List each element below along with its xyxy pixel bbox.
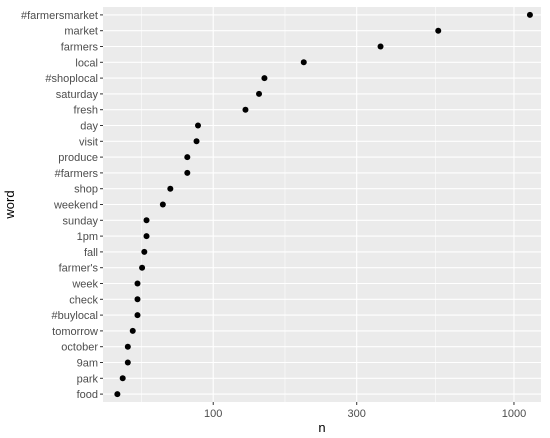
x-axis-ticks: 100 300 1000 [204,402,526,420]
data-point [134,280,141,287]
y-tick-label: farmer's [59,263,99,275]
y-axis-ticks: #farmersmarket market farmers local #shoploc… [21,10,103,401]
y-tick-label: #buylocal [52,310,98,322]
y-axis-title: word [2,190,17,219]
y-tick-label: fresh [74,105,98,117]
y-tick-label: market [64,26,98,38]
data-point [124,343,131,350]
y-tick-label: october [61,342,98,354]
data-point [159,201,166,208]
data-point [134,312,141,319]
y-tick-label: sunday [63,215,99,227]
data-point [124,359,131,366]
grid-major [103,7,541,402]
data-point [195,122,202,129]
y-tick-label: week [71,279,98,291]
y-tick-label: #farmersmarket [21,10,98,22]
y-tick-label: #shoplocal [45,73,98,85]
y-tick-label: produce [58,152,98,164]
data-point [193,138,200,145]
data-point [184,169,191,176]
y-tick-label: farmers [61,42,99,54]
data-point [119,375,126,382]
y-tick-label: visit [79,136,98,148]
data-point [141,248,148,255]
y-tick-label: food [77,389,98,401]
data-point [526,11,533,18]
y-tick-label: tomorrow [52,326,98,338]
y-tick-label: park [77,373,99,385]
data-points [114,11,533,398]
data-point [242,106,249,113]
y-tick-label: #farmers [55,168,99,180]
y-tick-label: weekend [53,200,98,212]
data-point [167,185,174,192]
data-point [435,27,442,34]
data-point [129,327,136,334]
data-point [134,296,141,303]
y-tick-label: check [69,294,98,306]
data-point [261,75,268,82]
data-point [300,59,307,66]
x-axis-title: n [318,420,325,435]
data-point [256,90,263,97]
x-tick-label: 300 [348,408,366,420]
data-point [143,233,150,240]
x-tick-label: 1000 [502,408,526,420]
data-point [184,154,191,161]
y-tick-label: shop [74,184,98,196]
y-tick-label: 9am [77,358,98,370]
data-point [143,217,150,224]
y-tick-label: day [80,121,98,133]
y-tick-label: 1pm [77,231,98,243]
data-point [139,264,146,271]
data-point [377,43,384,50]
y-tick-label: fall [84,247,98,259]
data-point [114,391,121,398]
y-tick-label: saturday [56,89,99,101]
y-tick-label: local [75,57,98,69]
x-tick-label: 100 [204,408,222,420]
